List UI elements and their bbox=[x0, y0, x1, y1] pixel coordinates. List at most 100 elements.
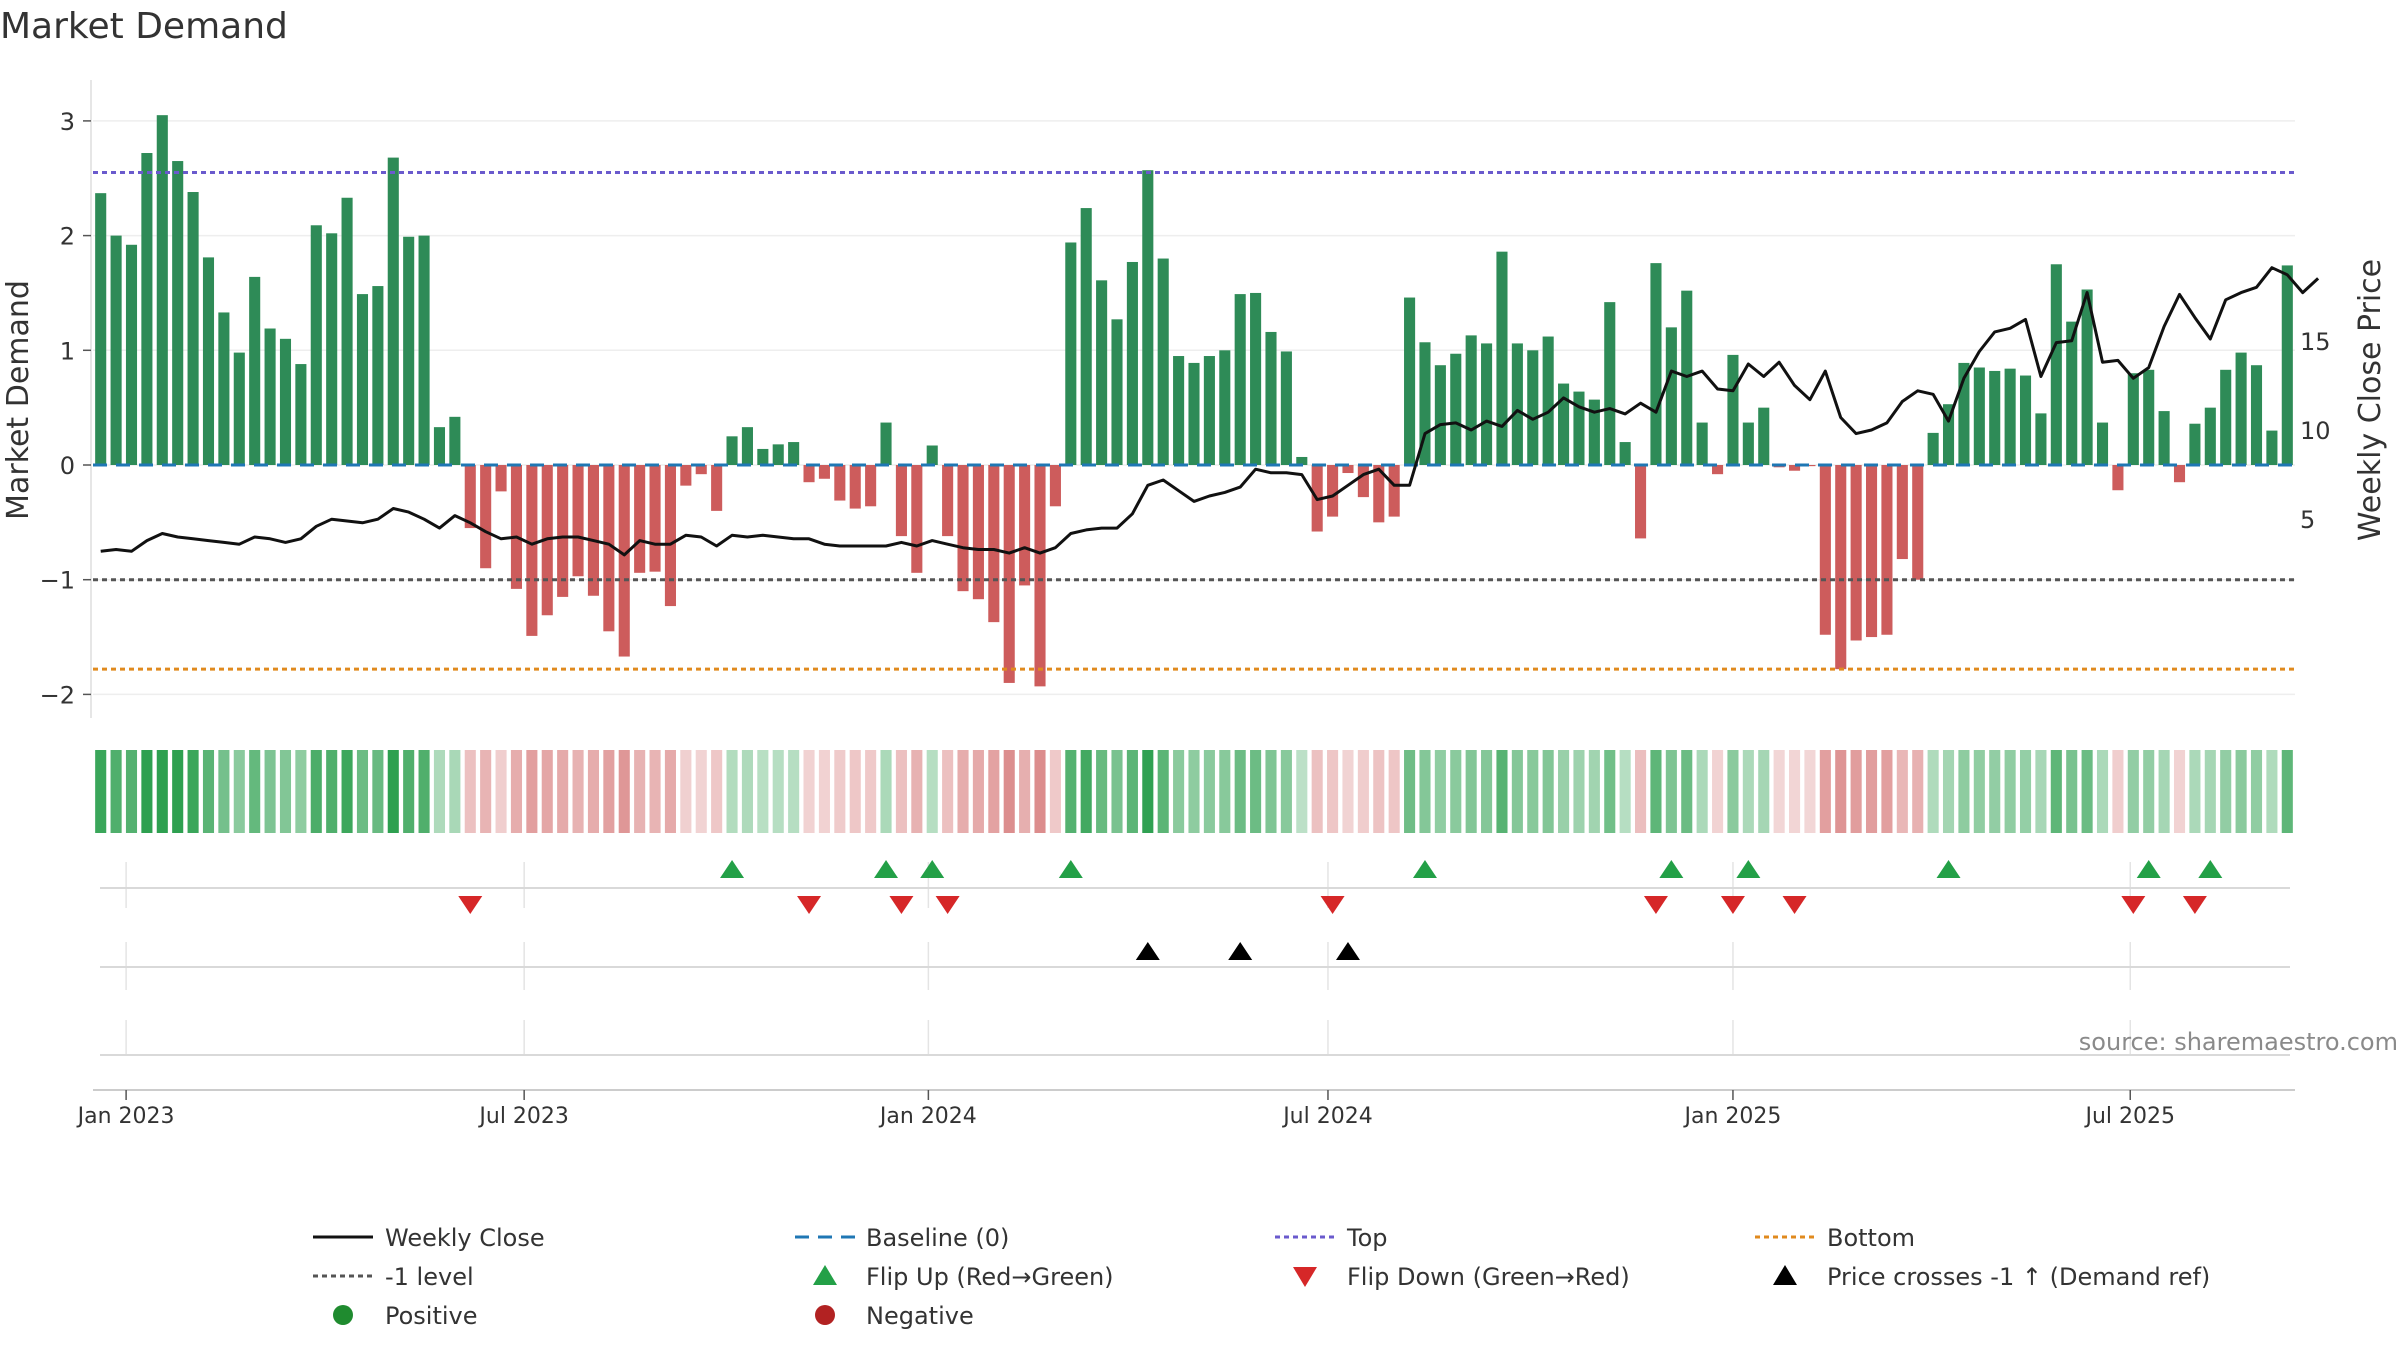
heat-cell bbox=[926, 750, 938, 833]
heat-cell bbox=[2220, 750, 2232, 833]
heat-cell bbox=[1650, 750, 1662, 833]
heat-cell bbox=[1573, 750, 1585, 833]
heat-cell bbox=[1419, 750, 1431, 833]
y-tick-label: 0 bbox=[60, 452, 75, 480]
heat-cell bbox=[603, 750, 615, 833]
demand-bar bbox=[1496, 251, 1508, 465]
demand-bar bbox=[1604, 302, 1616, 465]
demand-bar bbox=[1065, 242, 1077, 465]
legend-flip-down: Flip Down (Green→Red) bbox=[1347, 1263, 1630, 1291]
demand-bar bbox=[1696, 422, 1708, 465]
legend-negative: Negative bbox=[866, 1302, 974, 1330]
flip-down-marker bbox=[889, 896, 914, 914]
demand-bar bbox=[1511, 343, 1523, 465]
demand-bar bbox=[526, 465, 538, 636]
demand-bar bbox=[1742, 422, 1754, 465]
heat-cell bbox=[202, 750, 215, 833]
legend-baseline: Baseline (0) bbox=[866, 1224, 1009, 1252]
heat-cell bbox=[1434, 750, 1446, 833]
heat-cell bbox=[2127, 750, 2139, 833]
heat-cell bbox=[711, 750, 723, 833]
demand-bar bbox=[326, 233, 338, 465]
heat-cell bbox=[1157, 750, 1169, 833]
demand-bar bbox=[1758, 407, 1770, 465]
heat-cell bbox=[1635, 750, 1647, 833]
x-tick-label: Jul 2023 bbox=[477, 1104, 569, 1129]
demand-bar bbox=[1388, 465, 1400, 517]
demand-bar bbox=[172, 161, 184, 466]
demand-bar bbox=[772, 444, 784, 465]
demand-bar bbox=[2204, 407, 2216, 465]
flip-down-marker bbox=[1782, 896, 1807, 914]
demand-bar bbox=[295, 364, 307, 465]
x-tick-label: Jan 2023 bbox=[76, 1104, 175, 1129]
heat-cell bbox=[510, 750, 523, 833]
heat-cell bbox=[2235, 750, 2247, 833]
demand-bar bbox=[1542, 336, 1554, 465]
demand-bar bbox=[572, 465, 584, 577]
demand-bar bbox=[1465, 335, 1477, 465]
heat-cell bbox=[2004, 750, 2016, 833]
heat-cell bbox=[1373, 750, 1385, 833]
demand-bar bbox=[1188, 362, 1200, 465]
demand-bars bbox=[95, 115, 2293, 687]
legend-flip-up-icon bbox=[813, 1265, 837, 1285]
demand-bar bbox=[880, 422, 892, 465]
demand-bar bbox=[1280, 351, 1292, 465]
demand-bar bbox=[1142, 170, 1154, 465]
demand-bar bbox=[1927, 432, 1939, 465]
heat-cell bbox=[2281, 750, 2293, 833]
heat-cell bbox=[1003, 750, 1015, 833]
demand-bar bbox=[1450, 353, 1462, 465]
heat-cell bbox=[1142, 750, 1154, 833]
heat-cell bbox=[249, 750, 261, 833]
heat-cell bbox=[1481, 750, 1493, 833]
legend: Weekly Close Baseline (0) Top Bottom -1 … bbox=[313, 1224, 2210, 1330]
legend-weekly-close: Weekly Close bbox=[385, 1224, 545, 1252]
heat-cell bbox=[95, 750, 107, 833]
demand-bar bbox=[618, 465, 630, 657]
demand-bar bbox=[1003, 465, 1015, 683]
demand-bar bbox=[1527, 350, 1539, 465]
demand-bar bbox=[356, 294, 369, 465]
flip-up-marker bbox=[1936, 860, 1961, 878]
heat-cell bbox=[1619, 750, 1631, 833]
heat-cell bbox=[341, 750, 353, 833]
demand-bar bbox=[726, 436, 738, 465]
demand-bar bbox=[495, 465, 507, 492]
heat-cell bbox=[1049, 750, 1061, 833]
reference-lines bbox=[93, 171, 2295, 671]
demand-bar bbox=[1096, 280, 1108, 465]
demand-bar bbox=[695, 465, 707, 475]
x-axis-dates: Jan 2023 Jul 2023 Jan 2024 Jul 2024 Jan 2025… bbox=[76, 1089, 2295, 1129]
demand-bar bbox=[1665, 327, 1677, 465]
demand-bar bbox=[249, 276, 261, 465]
flip-up-marker bbox=[874, 860, 899, 878]
demand-bar bbox=[1989, 370, 2001, 465]
source-credit: source: sharemaestro.com bbox=[2079, 1028, 2398, 1056]
legend-positive-dot bbox=[333, 1305, 353, 1325]
heat-cell bbox=[1496, 750, 1508, 833]
price-cross-marker bbox=[1335, 942, 1360, 960]
demand-bar bbox=[1912, 465, 1924, 580]
heat-cell bbox=[1881, 750, 1893, 833]
demand-bar bbox=[972, 465, 984, 600]
heat-cell bbox=[695, 750, 707, 833]
heat-cell bbox=[310, 750, 322, 833]
heat-cell bbox=[818, 750, 830, 833]
flip-down-marker bbox=[1720, 896, 1745, 914]
heat-cell bbox=[1311, 750, 1323, 833]
demand-bar bbox=[834, 465, 846, 501]
heat-cell bbox=[1265, 750, 1277, 833]
heat-cell bbox=[1065, 750, 1077, 833]
flip-up-marker bbox=[1659, 860, 1684, 878]
heat-cell bbox=[957, 750, 969, 833]
demand-bar bbox=[926, 445, 938, 465]
heat-cell bbox=[1896, 750, 1908, 833]
heat-cell bbox=[418, 750, 430, 833]
demand-bar bbox=[1157, 258, 1169, 465]
heat-cell bbox=[1250, 750, 1262, 833]
heat-cell bbox=[1558, 750, 1570, 833]
legend-top: Top bbox=[1346, 1224, 1388, 1252]
